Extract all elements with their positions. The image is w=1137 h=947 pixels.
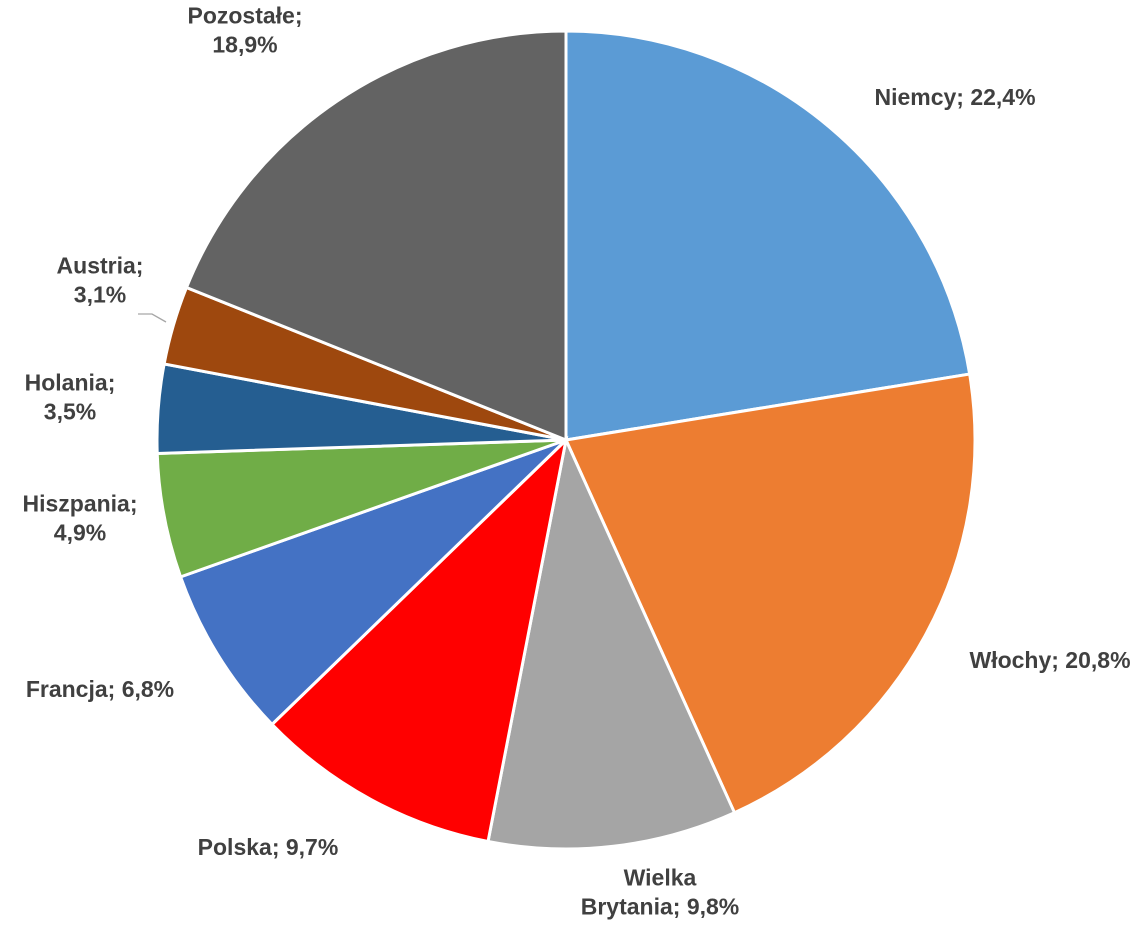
slice-label-francja: Francja; 6,8% bbox=[26, 676, 174, 702]
pie-slice-francja bbox=[178, 438, 568, 727]
slice-labels: Niemcy; 22,4% Włochy; 20,8% Wielka Brytania… bbox=[22, 3, 1130, 920]
slice-label-hiszpania: Hiszpania; 4,9% bbox=[22, 491, 137, 546]
leader-line-austria bbox=[138, 313, 167, 323]
slice-label-wielka-brytania: Wielka Brytania; 9,8% bbox=[581, 865, 740, 920]
pie-slice-wlochy bbox=[563, 372, 977, 815]
pie-slice-wielka-brytania bbox=[486, 435, 737, 851]
slice-label-austria: Austria; 3,1% bbox=[57, 253, 144, 308]
pie-slice-niemcy bbox=[564, 29, 972, 442]
slice-label-pozostale: Pozostałe; 18,9% bbox=[187, 3, 302, 58]
leader-lines bbox=[138, 313, 167, 323]
pie-slice-polska bbox=[269, 435, 569, 844]
slice-label-holania: Holania; 3,5% bbox=[25, 370, 116, 425]
pie-slices bbox=[155, 29, 977, 851]
slice-label-niemcy: Niemcy; 22,4% bbox=[874, 84, 1035, 110]
slice-label-wlochy: Włochy; 20,8% bbox=[969, 647, 1130, 673]
slice-label-polska: Polska; 9,7% bbox=[198, 834, 339, 860]
pie-slice-pozostale bbox=[184, 29, 568, 443]
